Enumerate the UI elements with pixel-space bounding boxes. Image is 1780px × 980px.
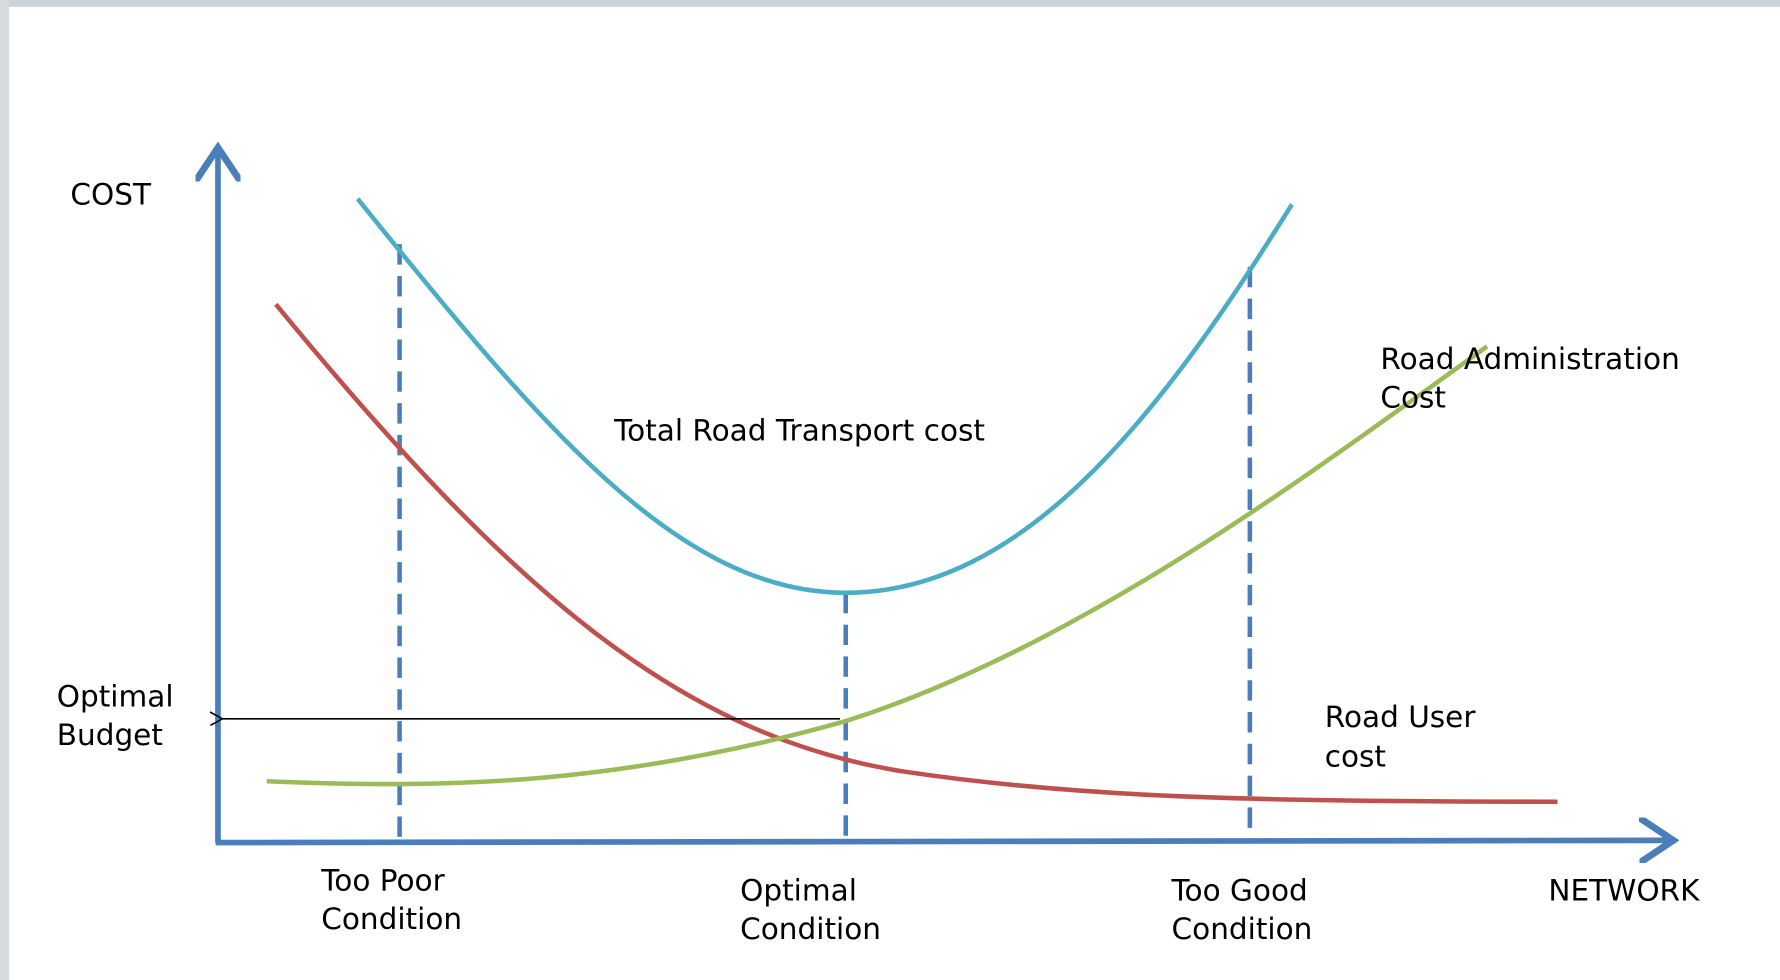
admin-label: Road Administration — [1380, 342, 1679, 376]
top-strip — [0, 0, 1780, 7]
condition-label: Too Poor — [320, 863, 445, 897]
x-axis-label: NETWORK — [1548, 874, 1700, 908]
condition-label: Too Good — [1171, 874, 1308, 908]
condition-label: Optimal — [740, 874, 857, 908]
admin-label: Cost — [1380, 381, 1446, 415]
user-label: cost — [1325, 740, 1386, 774]
user-cost-curve — [274, 302, 1558, 804]
y-axis-label: COST — [70, 177, 152, 211]
left-strip — [0, 0, 10, 980]
user-label: Road User — [1325, 700, 1477, 734]
total-label: Total Road Transport cost — [613, 414, 985, 448]
budget-label: Optimal — [57, 679, 174, 713]
condition-label: Condition — [1172, 912, 1313, 946]
condition-label: Condition — [321, 902, 462, 936]
total-cost-curve — [355, 197, 1294, 596]
admin-cost-curve — [266, 344, 1489, 787]
budget-label: Budget — [57, 718, 163, 752]
x-axis — [215, 840, 1674, 842]
condition-label: Condition — [740, 912, 881, 946]
